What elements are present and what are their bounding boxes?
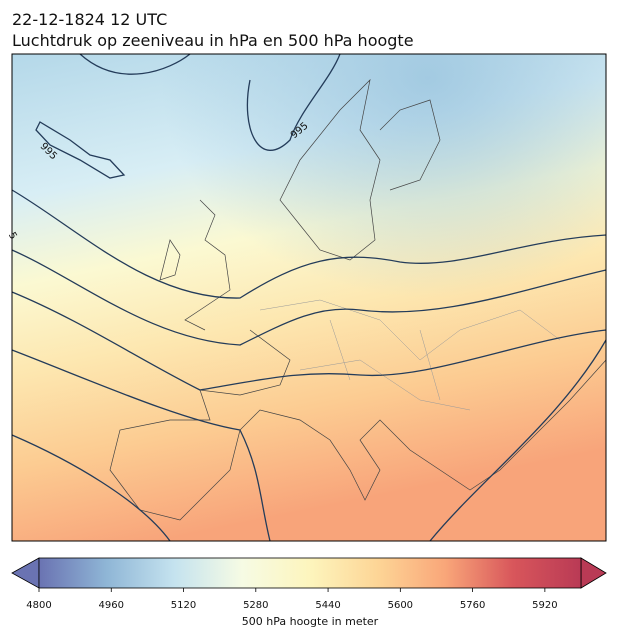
map: 995 995 5 [6,53,607,542]
colorbar-tick-label: 5280 [243,600,268,611]
title: 22-12-1824 12 UTC [12,10,167,29]
isobar [11,189,607,299]
colorbar-extend-low [11,557,40,589]
colorbar-tick-label: 5440 [315,600,340,611]
colorbar-tick-label: 5600 [388,600,413,611]
colorbar-label: 500 hPa hoogte in meter [242,615,379,628]
isobar [11,434,171,542]
colorbar-tick-label: 5760 [460,600,485,611]
isobar [11,249,607,346]
isobar [246,53,341,151]
colorbar-tick-label: 5120 [171,600,196,611]
colorbar-tick-label: 4800 [26,600,51,611]
map-frame [11,53,607,542]
isobar [11,291,607,391]
colorbar-body [38,557,582,589]
borders [259,299,561,411]
colorbar: 4800 4960 5120 5280 5440 5600 5760 5920 500 hPa … [11,557,607,628]
isobar [429,339,607,542]
colorbar-extend-high [580,557,607,589]
isobar [79,53,191,75]
subtitle: Luchtdruk op zeeniveau in hPa en 500 hPa… [12,31,414,50]
isobar [35,121,126,179]
colorbar-tick-label: 4960 [99,600,124,611]
isobar [11,349,271,542]
colorbar-tick-label: 5920 [532,600,557,611]
coastline [109,78,607,521]
